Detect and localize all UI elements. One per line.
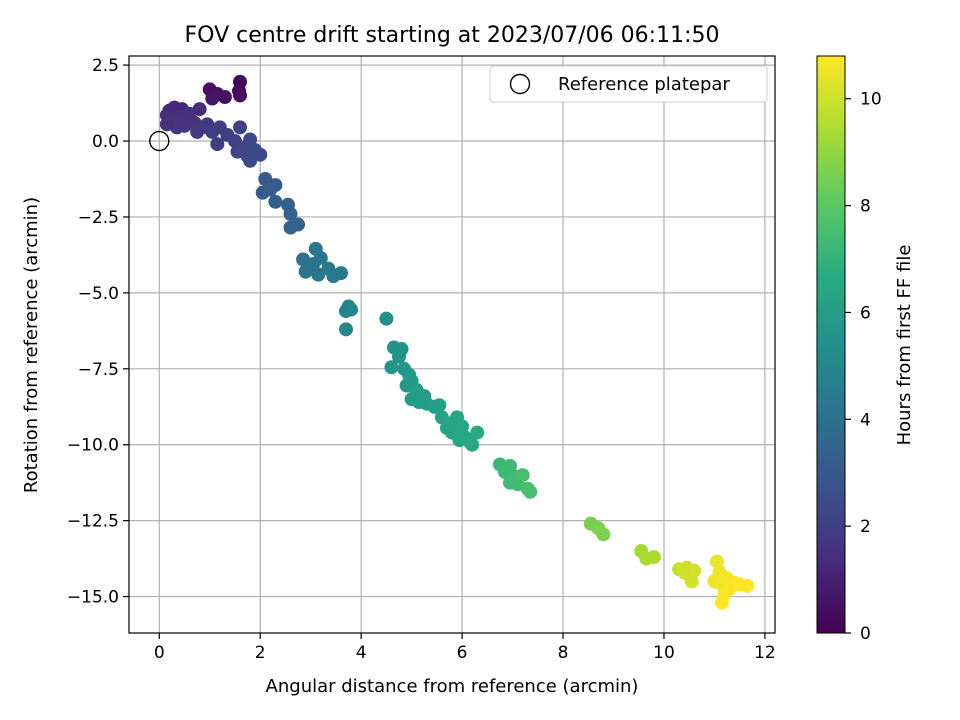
- data-point: [233, 120, 248, 135]
- data-point: [432, 398, 447, 413]
- y-tick-label: 0.0: [92, 132, 119, 152]
- data-point: [192, 102, 207, 117]
- y-tick-label: −7.5: [78, 360, 119, 380]
- x-tick-label: 2: [255, 643, 266, 663]
- y-tick-label: −5.0: [78, 284, 119, 304]
- data-point: [709, 554, 724, 569]
- data-point: [677, 565, 692, 580]
- data-point: [523, 484, 538, 499]
- colorbar-tick-label: 8: [860, 197, 871, 217]
- data-point: [392, 349, 407, 364]
- colorbar-tick-label: 2: [860, 517, 871, 537]
- data-point: [159, 117, 174, 132]
- data-point: [717, 586, 732, 601]
- y-tick-label: −2.5: [78, 208, 119, 228]
- data-point: [339, 322, 354, 337]
- data-point: [263, 182, 278, 197]
- colorbar-gradient: [816, 55, 846, 634]
- data-point: [190, 124, 205, 139]
- chart-title: FOV centre drift starting at 2023/07/06 …: [185, 23, 720, 48]
- y-tick-label: −12.5: [67, 512, 119, 532]
- data-point: [258, 171, 273, 186]
- data-point: [333, 266, 348, 281]
- data-point: [515, 468, 530, 483]
- data-point: [243, 132, 258, 147]
- data-point: [311, 267, 326, 282]
- data-point: [313, 250, 328, 265]
- data-point: [217, 89, 232, 104]
- colorbar: 0 2 4 6 8 10 Hours from first FF file: [816, 55, 915, 644]
- data-point: [384, 360, 399, 375]
- data-point: [740, 578, 755, 593]
- legend: Reference platepar: [489, 65, 768, 103]
- data-point: [379, 311, 394, 326]
- x-tick-label: 0: [154, 643, 165, 663]
- data-point: [268, 194, 283, 209]
- x-tick-label: 8: [558, 643, 569, 663]
- x-axis-ticks: 0 2 4 6 8 10 12: [154, 633, 776, 663]
- data-point: [243, 153, 258, 168]
- x-tick-label: 6: [457, 643, 468, 663]
- legend-box: [489, 65, 768, 103]
- colorbar-tick-label: 0: [860, 624, 871, 644]
- legend-reference-marker-icon: [509, 73, 531, 95]
- y-axis-label: Rotation from reference (arcmin): [21, 197, 42, 493]
- data-point: [646, 550, 661, 565]
- reference-platepar-marker: [149, 130, 170, 152]
- reference-marker-group: [149, 130, 170, 152]
- y-tick-label: 2.5: [92, 56, 119, 76]
- data-point: [235, 143, 250, 158]
- y-tick-label: −15.0: [67, 588, 119, 608]
- colorbar-label: Hours from first FF file: [894, 245, 915, 446]
- y-axis-ticks: 2.5 0.0 −2.5 −5.0 −7.5 −10.0 −12.5 −15.0: [67, 56, 129, 608]
- x-tick-label: 12: [754, 643, 776, 663]
- plot-frame: [128, 55, 776, 634]
- data-point: [233, 88, 248, 103]
- x-axis-label: Angular distance from reference (arcmin): [266, 676, 639, 697]
- x-tick-label: 4: [356, 643, 367, 663]
- gridlines: [129, 56, 775, 633]
- data-point: [465, 437, 480, 452]
- data-point: [298, 264, 313, 279]
- data-point: [470, 425, 485, 440]
- data-points: [159, 74, 755, 610]
- colorbar-tick-label: 4: [860, 410, 871, 430]
- data-point: [283, 206, 298, 221]
- data-point: [344, 302, 359, 317]
- colorbar-tick-label: 6: [860, 303, 871, 323]
- y-tick-label: −10.0: [67, 436, 119, 456]
- colorbar-ticks: 0 2 4 6 8 10: [845, 90, 882, 644]
- data-point: [210, 137, 225, 152]
- data-point: [455, 419, 470, 434]
- colorbar-tick-label: 10: [860, 90, 882, 110]
- data-point: [205, 91, 220, 106]
- data-point: [283, 220, 298, 235]
- data-point: [503, 458, 518, 473]
- data-point: [596, 527, 611, 542]
- legend-entry-label: Reference platepar: [558, 74, 730, 95]
- data-point: [253, 147, 268, 162]
- x-tick-label: 10: [653, 643, 675, 663]
- data-point: [439, 421, 454, 436]
